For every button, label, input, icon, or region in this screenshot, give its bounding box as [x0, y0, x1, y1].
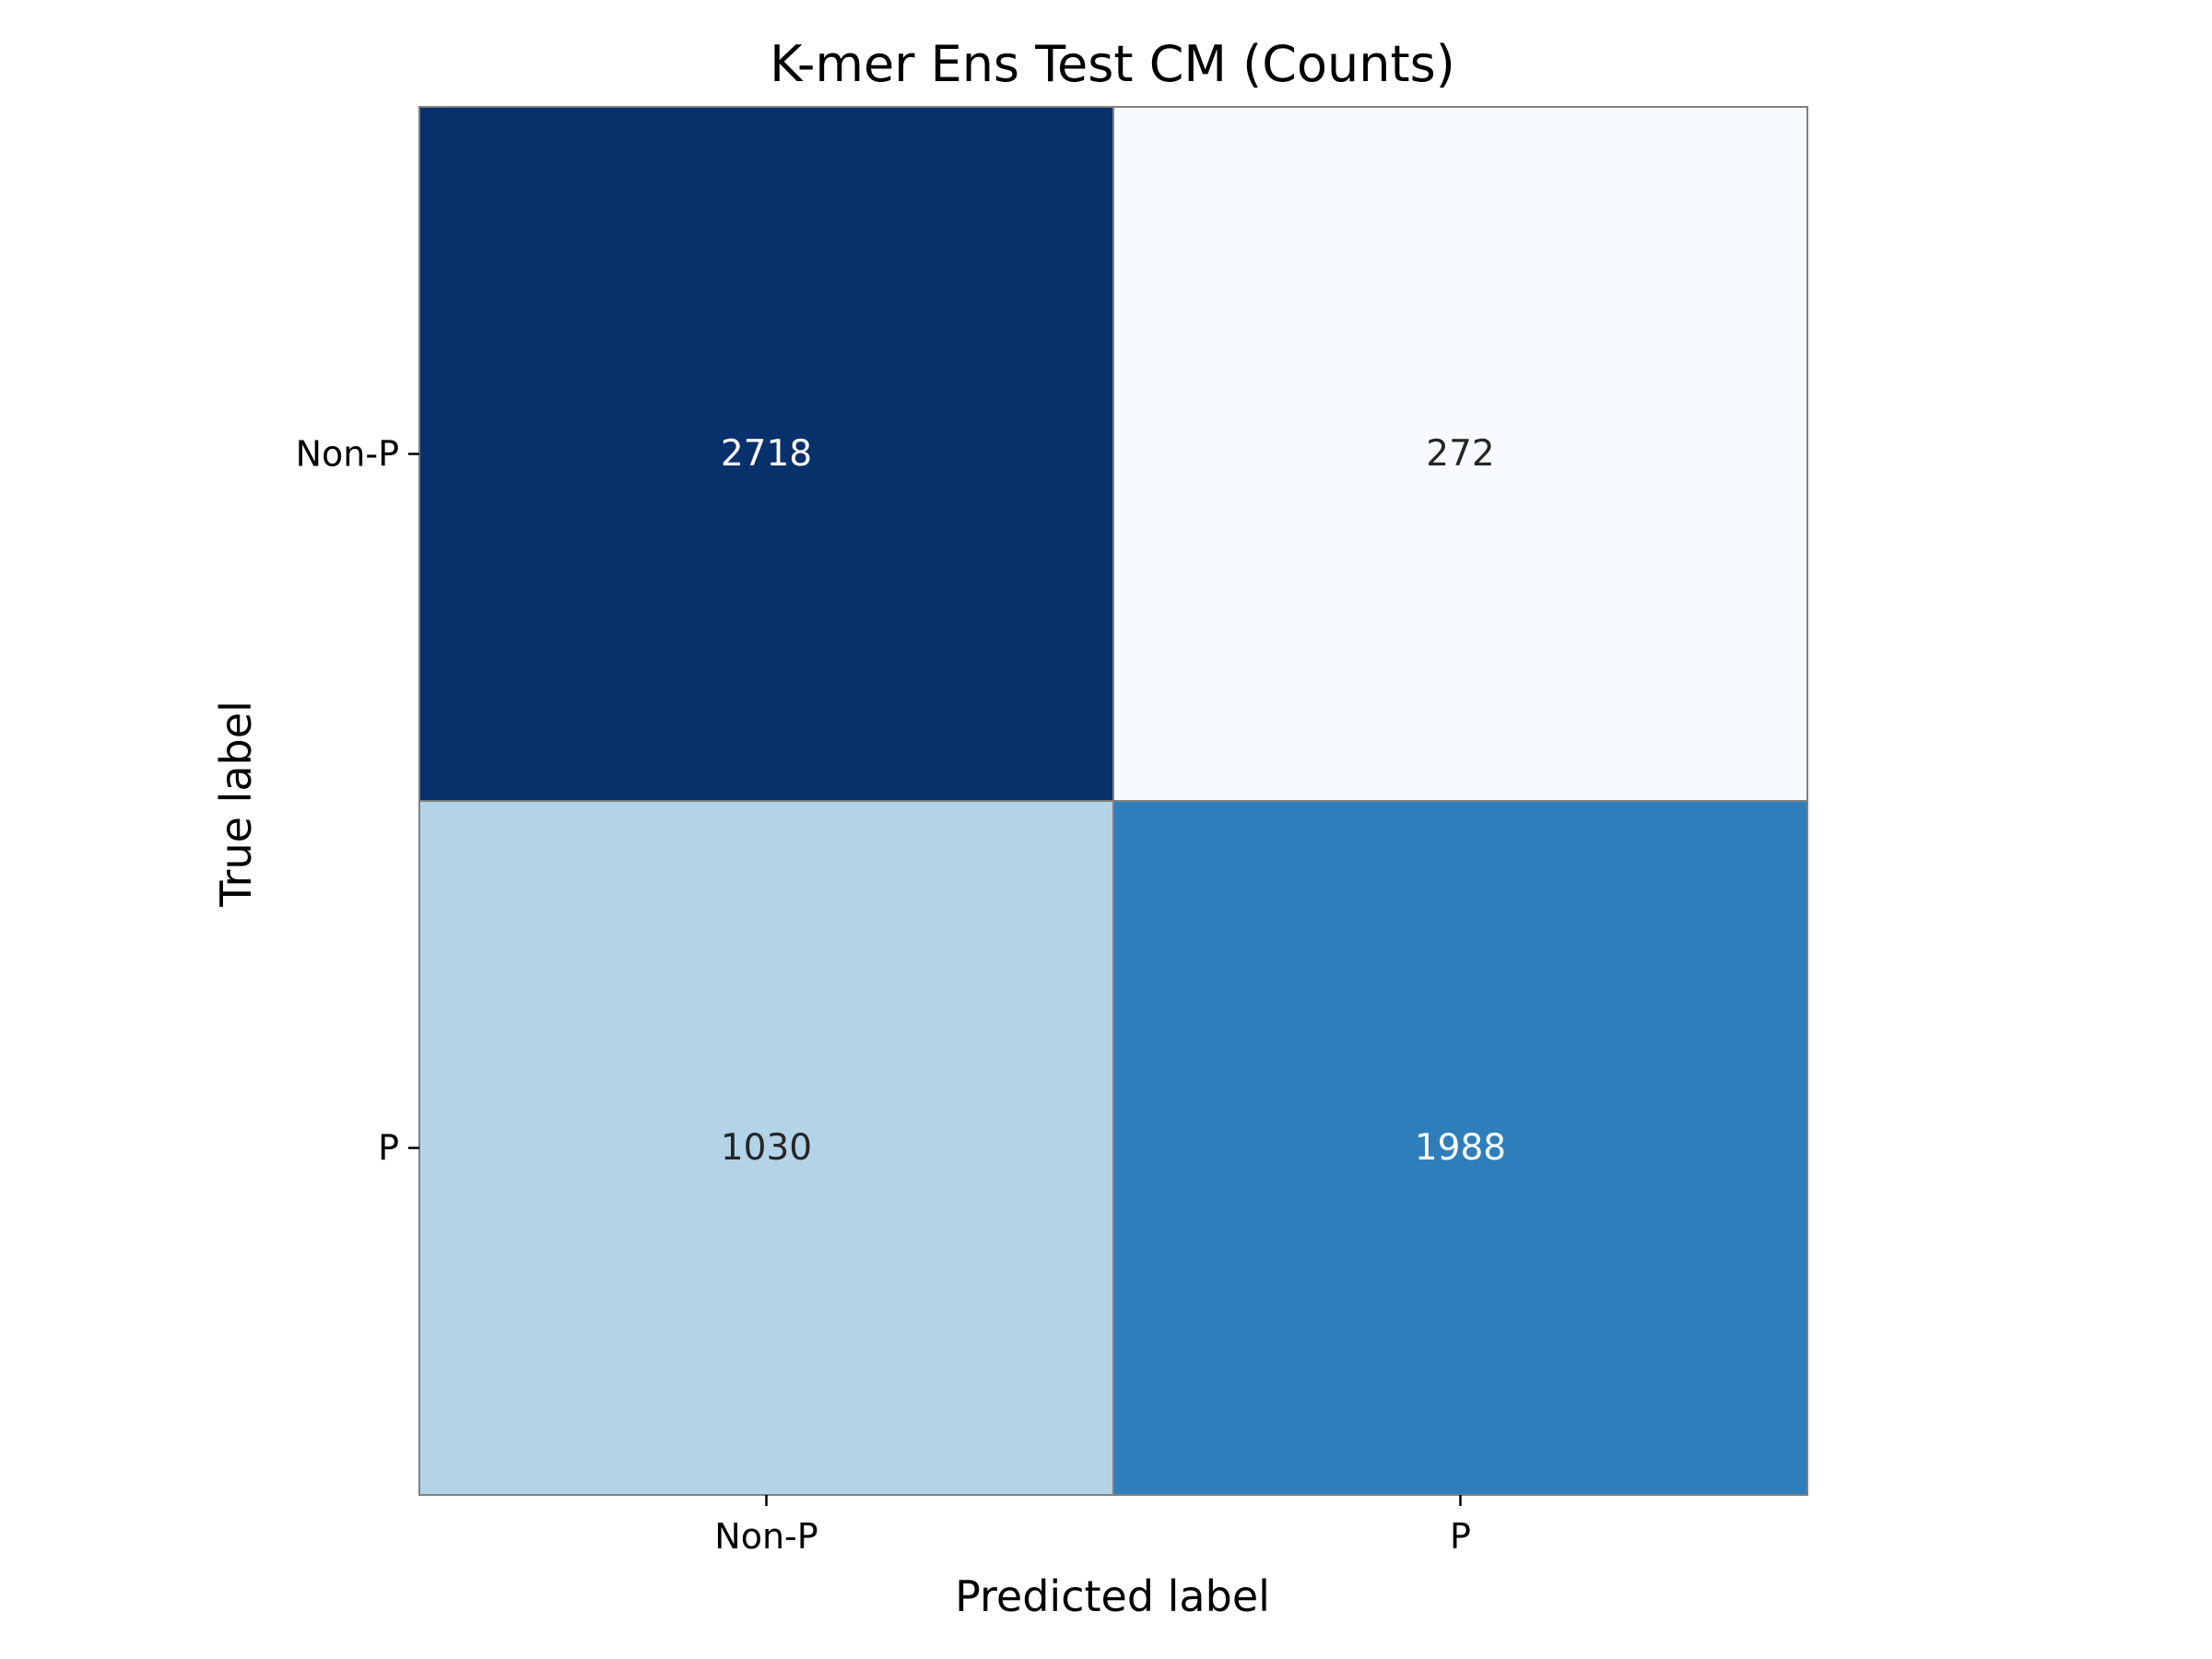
heatmap-cells: 2718 272 1030 1988 [418, 106, 1808, 1496]
cell-value-label: 2718 [721, 433, 812, 475]
y-tick-label: P [378, 1128, 399, 1169]
axis-ticks: Non-P P Non-P P [296, 434, 1471, 1558]
heatmap-cell [418, 800, 1114, 1496]
cell-value-label: 1030 [721, 1127, 812, 1169]
x-tick-label: Non-P [714, 1516, 818, 1557]
cell-value-label: 1988 [1415, 1127, 1506, 1169]
y-axis-label: True label [211, 700, 261, 908]
heatmap-cell [1112, 106, 1808, 802]
x-tick-label: P [1450, 1516, 1471, 1557]
y-tick-label: Non-P [296, 434, 399, 475]
heatmap-cell [1112, 800, 1808, 1496]
x-axis-label: Predicted label [955, 1571, 1270, 1621]
chart-title: K-mer Ens Test CM (Counts) [770, 35, 1455, 93]
heatmap-cell [418, 106, 1114, 802]
cell-value-label: 272 [1426, 433, 1494, 475]
